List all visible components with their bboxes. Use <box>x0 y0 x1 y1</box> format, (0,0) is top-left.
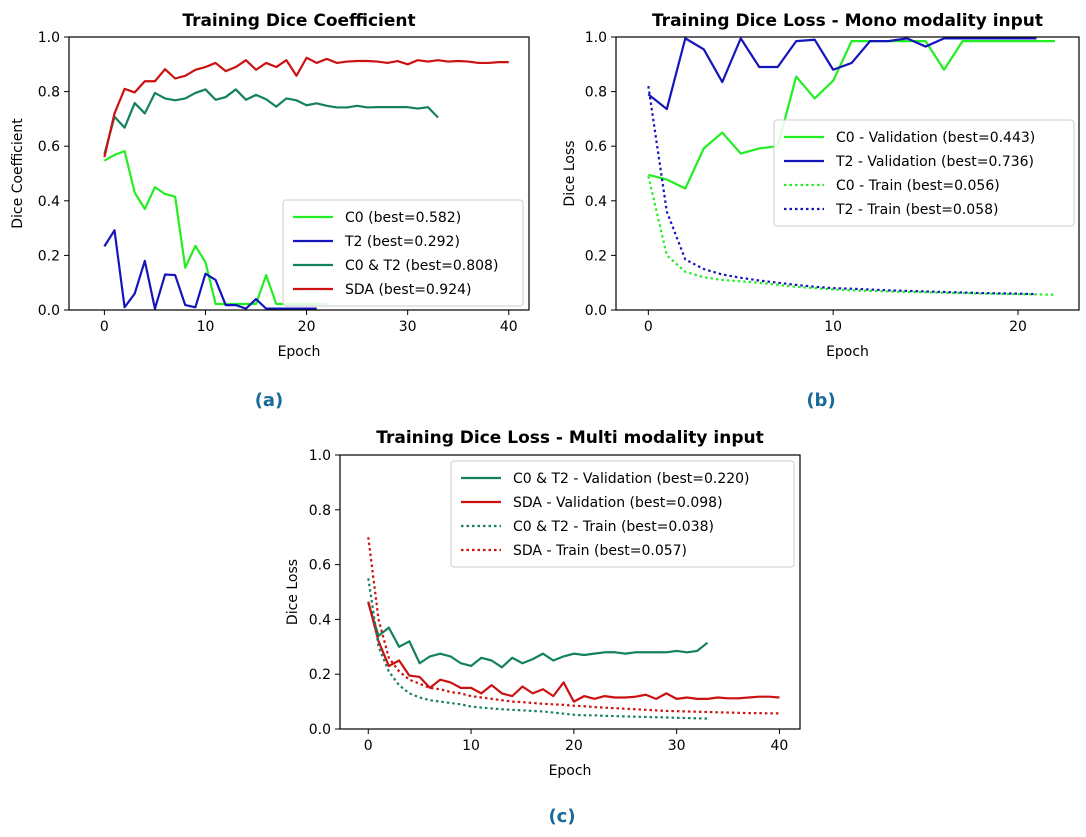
y-tick-label: 1.0 <box>309 448 331 464</box>
x-axis-label: Epoch <box>826 344 869 360</box>
y-tick-label: 0.0 <box>309 722 331 738</box>
series-line-3 <box>647 85 1037 296</box>
y-tick-label: 0.6 <box>38 139 60 155</box>
y-axis-label: Dice Coefficient <box>10 118 26 229</box>
x-tick-label: 20 <box>1009 319 1027 335</box>
legend-label-0: C0 - Validation (best=0.443) <box>836 130 1035 146</box>
series-line-1 <box>647 37 1037 111</box>
x-tick-label: 20 <box>298 319 316 335</box>
chart-title: Training Dice Loss - Mono modality input <box>652 11 1043 31</box>
y-tick-label: 0.2 <box>585 248 607 264</box>
y-tick-label: 0.4 <box>38 194 60 210</box>
series-line-1 <box>367 601 780 703</box>
chart-title: Training Dice Loss - Multi modality inpu… <box>376 428 764 448</box>
y-tick-label: 0.0 <box>38 303 60 319</box>
x-tick-label: 10 <box>462 738 480 754</box>
x-tick-label: 0 <box>100 319 109 335</box>
chart-b: 0 10 20 0.0 0.2 0.4 0.6 0.8 1.0 Training Dice Los… <box>562 11 1080 411</box>
x-tick-label: 20 <box>565 738 583 754</box>
x-tick-label: 0 <box>644 319 653 335</box>
legend-box <box>450 460 795 568</box>
series-line-2 <box>103 88 439 155</box>
x-tick-label: 0 <box>364 738 373 754</box>
legend-label-3: SDA (best=0.924) <box>345 282 471 298</box>
legend-box <box>773 119 1075 227</box>
plot-frame <box>615 36 1080 311</box>
y-axis-label: Dice Loss <box>562 140 578 206</box>
chart-c: 0 10 20 30 40 0.0 0.2 0.4 0.6 0.8 1.0 Training Dice… <box>285 428 801 827</box>
x-tick-label: 30 <box>668 738 686 754</box>
y-tick-label: 0.0 <box>585 303 607 319</box>
x-tick-label: 10 <box>824 319 842 335</box>
y-tick-label: 0.4 <box>585 194 607 210</box>
y-tick-label: 0.8 <box>309 503 331 519</box>
legend-box <box>282 199 524 307</box>
y-tick-label: 1.0 <box>38 30 60 46</box>
legend-label-2: C0 - Train (best=0.056) <box>836 178 1000 194</box>
plot-frame <box>339 454 801 730</box>
x-tick-label: 10 <box>197 319 215 335</box>
legend-label-1: SDA - Validation (best=0.098) <box>513 495 723 511</box>
legend-label-1: T2 - Validation (best=0.736) <box>835 154 1034 170</box>
legend-label-1: T2 (best=0.292) <box>344 234 460 250</box>
legend-label-0: C0 & T2 - Validation (best=0.220) <box>513 471 750 487</box>
series-line-3 <box>103 56 509 158</box>
legend-label-2: C0 & T2 (best=0.808) <box>345 258 498 274</box>
x-axis-label: Epoch <box>549 763 592 779</box>
y-tick-label: 0.2 <box>309 667 331 683</box>
y-tick-label: 0.8 <box>585 85 607 101</box>
y-tick-label: 0.4 <box>309 612 331 628</box>
legend-label-0: C0 (best=0.582) <box>345 210 461 226</box>
series-line-1 <box>103 229 317 310</box>
y-axis-label: Dice Loss <box>285 559 301 625</box>
y-tick-label: 0.6 <box>585 139 607 155</box>
panel-label: (b) <box>806 390 835 411</box>
panel-label: (c) <box>548 806 575 827</box>
panel-label: (a) <box>255 390 284 411</box>
plot-frame <box>68 36 530 311</box>
x-tick-label: 40 <box>771 738 789 754</box>
series-line-0 <box>367 602 709 669</box>
chart-a: 0 10 20 30 40 0.0 0.2 0.4 0.6 0.8 1.0 Training Dice… <box>10 11 530 411</box>
x-axis-label: Epoch <box>278 344 321 360</box>
series-line-3 <box>367 537 780 715</box>
legend-label-3: T2 - Train (best=0.058) <box>835 202 998 218</box>
x-tick-label: 30 <box>399 319 417 335</box>
legend-label-2: C0 & T2 - Train (best=0.038) <box>513 519 714 535</box>
y-tick-label: 0.2 <box>38 248 60 264</box>
legend-label-3: SDA - Train (best=0.057) <box>513 543 687 559</box>
x-tick-label: 40 <box>500 319 518 335</box>
y-tick-label: 0.6 <box>309 558 331 574</box>
series-line-2 <box>367 578 708 720</box>
chart-title: Training Dice Coefficient <box>182 11 415 31</box>
y-tick-label: 0.8 <box>38 85 60 101</box>
y-tick-label: 1.0 <box>585 30 607 46</box>
series-line-0 <box>648 39 1055 190</box>
